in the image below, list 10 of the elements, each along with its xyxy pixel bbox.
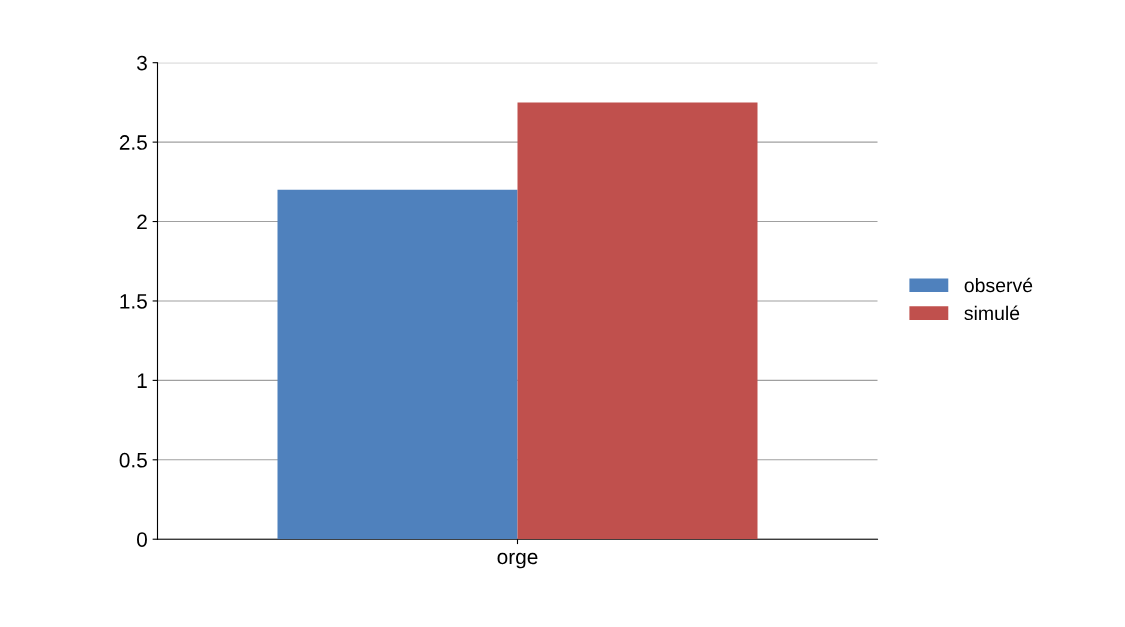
legend-label: simulé <box>964 305 1020 321</box>
y-tick-label: 2 <box>137 214 147 230</box>
y-tick-label: 2.5 <box>119 135 147 150</box>
legend-label: observé <box>964 277 1033 293</box>
y-tick-label: 0.5 <box>119 452 147 468</box>
y-tick-label: 1.5 <box>120 294 147 309</box>
y-tick-label: 3 <box>136 55 147 71</box>
y-tick-label: 1 <box>137 373 147 388</box>
y-tick-label: 0 <box>137 532 147 547</box>
x-tick-label: orge <box>497 552 538 569</box>
